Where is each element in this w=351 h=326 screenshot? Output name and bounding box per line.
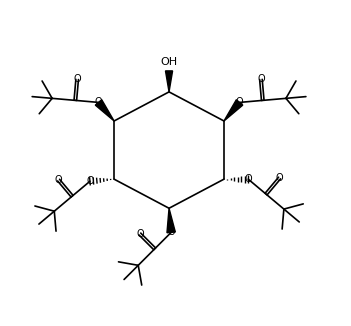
Text: O: O: [276, 173, 283, 183]
Polygon shape: [95, 100, 114, 121]
Text: O: O: [236, 97, 243, 107]
Polygon shape: [224, 100, 243, 121]
Text: OH: OH: [160, 57, 178, 67]
Text: O: O: [73, 74, 81, 84]
Text: O: O: [136, 229, 144, 239]
Text: O: O: [55, 175, 62, 185]
Text: O: O: [167, 228, 175, 237]
Polygon shape: [165, 71, 173, 92]
Polygon shape: [167, 208, 176, 233]
Text: O: O: [257, 74, 265, 84]
Text: O: O: [95, 97, 102, 107]
Text: O: O: [244, 174, 252, 184]
Text: O: O: [86, 176, 94, 186]
